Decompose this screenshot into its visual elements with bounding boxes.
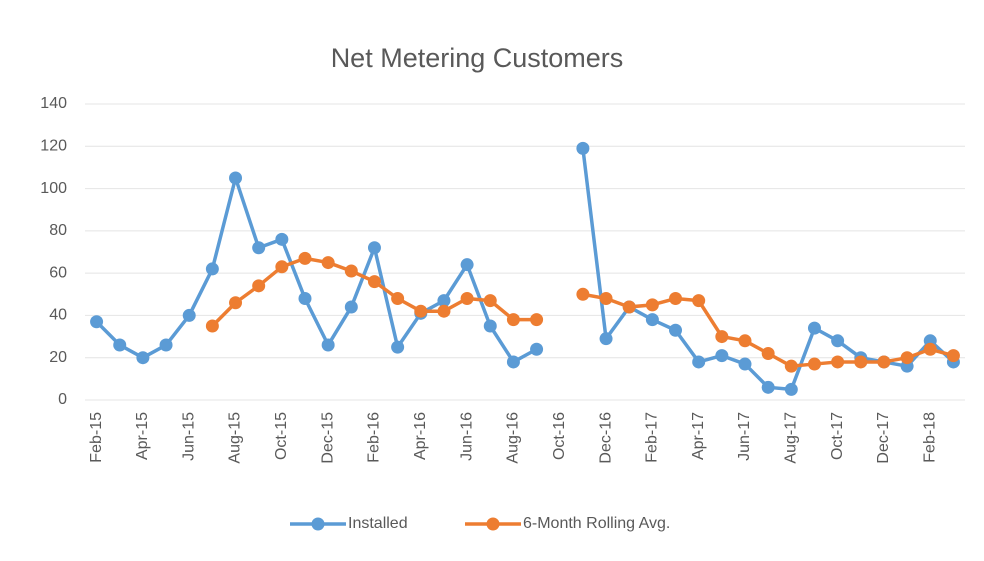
data-point xyxy=(854,355,868,369)
data-point xyxy=(298,251,312,265)
x-tick-label: Jun-15 xyxy=(180,412,197,461)
data-point xyxy=(784,359,798,373)
data-point xyxy=(807,357,821,371)
data-point xyxy=(321,256,335,270)
data-point xyxy=(460,292,474,306)
x-tick-label: Apr-17 xyxy=(690,412,707,460)
data-point xyxy=(90,315,104,329)
data-point xyxy=(645,313,659,327)
data-point xyxy=(761,380,775,394)
data-point xyxy=(576,141,590,155)
data-point xyxy=(784,382,798,396)
y-tick-label: 60 xyxy=(49,264,67,281)
y-tick-label: 120 xyxy=(40,138,67,155)
x-tick-label: Dec-17 xyxy=(875,412,892,464)
data-point xyxy=(344,300,358,314)
legend-marker xyxy=(311,517,325,531)
data-point xyxy=(205,319,219,333)
data-point xyxy=(460,258,474,272)
x-tick-label: Feb-16 xyxy=(366,412,383,463)
data-point xyxy=(599,332,613,346)
data-point xyxy=(530,342,544,356)
data-point xyxy=(599,292,613,306)
data-point xyxy=(275,232,289,246)
data-point xyxy=(738,357,752,371)
data-point xyxy=(877,355,891,369)
data-point xyxy=(807,321,821,335)
data-point xyxy=(159,338,173,352)
data-point xyxy=(182,308,196,322)
data-point xyxy=(622,300,636,314)
x-tick-label: Dec-15 xyxy=(319,412,336,464)
data-point xyxy=(506,355,520,369)
data-point xyxy=(367,275,381,289)
data-point xyxy=(923,342,937,356)
data-point xyxy=(692,355,706,369)
data-point xyxy=(252,279,266,293)
data-point xyxy=(831,334,845,348)
data-point xyxy=(414,304,428,318)
x-tick-label: Aug-15 xyxy=(227,412,244,464)
x-tick-label: Apr-16 xyxy=(412,412,429,460)
data-point xyxy=(367,241,381,255)
data-point xyxy=(761,346,775,360)
data-point xyxy=(205,262,219,276)
data-point xyxy=(715,349,729,363)
data-point xyxy=(645,298,659,312)
y-tick-label: 0 xyxy=(58,391,67,408)
x-tick-label: Jun-16 xyxy=(458,412,475,461)
x-tick-label: Feb-15 xyxy=(88,412,105,463)
legend-marker xyxy=(486,517,500,531)
y-tick-label: 80 xyxy=(49,222,67,239)
data-point xyxy=(391,292,405,306)
legend-label: Installed xyxy=(348,515,408,532)
data-point xyxy=(669,323,683,337)
x-tick-label: Jun-17 xyxy=(736,412,753,461)
data-point xyxy=(738,334,752,348)
data-point xyxy=(576,287,590,301)
data-point xyxy=(692,294,706,308)
data-point xyxy=(229,171,243,185)
data-point xyxy=(275,260,289,274)
y-tick-label: 100 xyxy=(40,180,67,197)
x-tick-label: Feb-18 xyxy=(921,412,938,463)
x-tick-label: Aug-16 xyxy=(505,412,522,464)
data-point xyxy=(900,351,914,365)
data-point xyxy=(437,304,451,318)
x-tick-label: Aug-17 xyxy=(783,412,800,464)
x-tick-label: Oct-16 xyxy=(551,412,568,460)
y-tick-label: 140 xyxy=(40,95,67,112)
data-point xyxy=(229,296,243,310)
data-point xyxy=(483,319,497,333)
chart-title: Net Metering Customers xyxy=(331,43,624,73)
data-point xyxy=(483,294,497,308)
data-point xyxy=(252,241,266,255)
data-point xyxy=(113,338,127,352)
data-point xyxy=(344,264,358,278)
x-tick-label: Dec-16 xyxy=(597,412,614,464)
data-point xyxy=(298,292,312,306)
legend-label: 6-Month Rolling Avg. xyxy=(523,515,670,532)
data-point xyxy=(391,340,405,354)
x-tick-label: Apr-15 xyxy=(134,412,151,460)
x-tick-label: Feb-17 xyxy=(644,412,661,463)
y-tick-label: 20 xyxy=(49,349,67,366)
data-point xyxy=(506,313,520,327)
data-point xyxy=(715,330,729,344)
data-point xyxy=(136,351,150,365)
data-point xyxy=(321,338,335,352)
x-tick-label: Oct-17 xyxy=(829,412,846,460)
data-point xyxy=(669,292,683,306)
data-point xyxy=(946,349,960,363)
data-point xyxy=(530,313,544,327)
data-point xyxy=(437,294,451,308)
x-tick-label: Oct-15 xyxy=(273,412,290,460)
y-tick-label: 40 xyxy=(49,307,67,324)
data-point xyxy=(831,355,845,369)
